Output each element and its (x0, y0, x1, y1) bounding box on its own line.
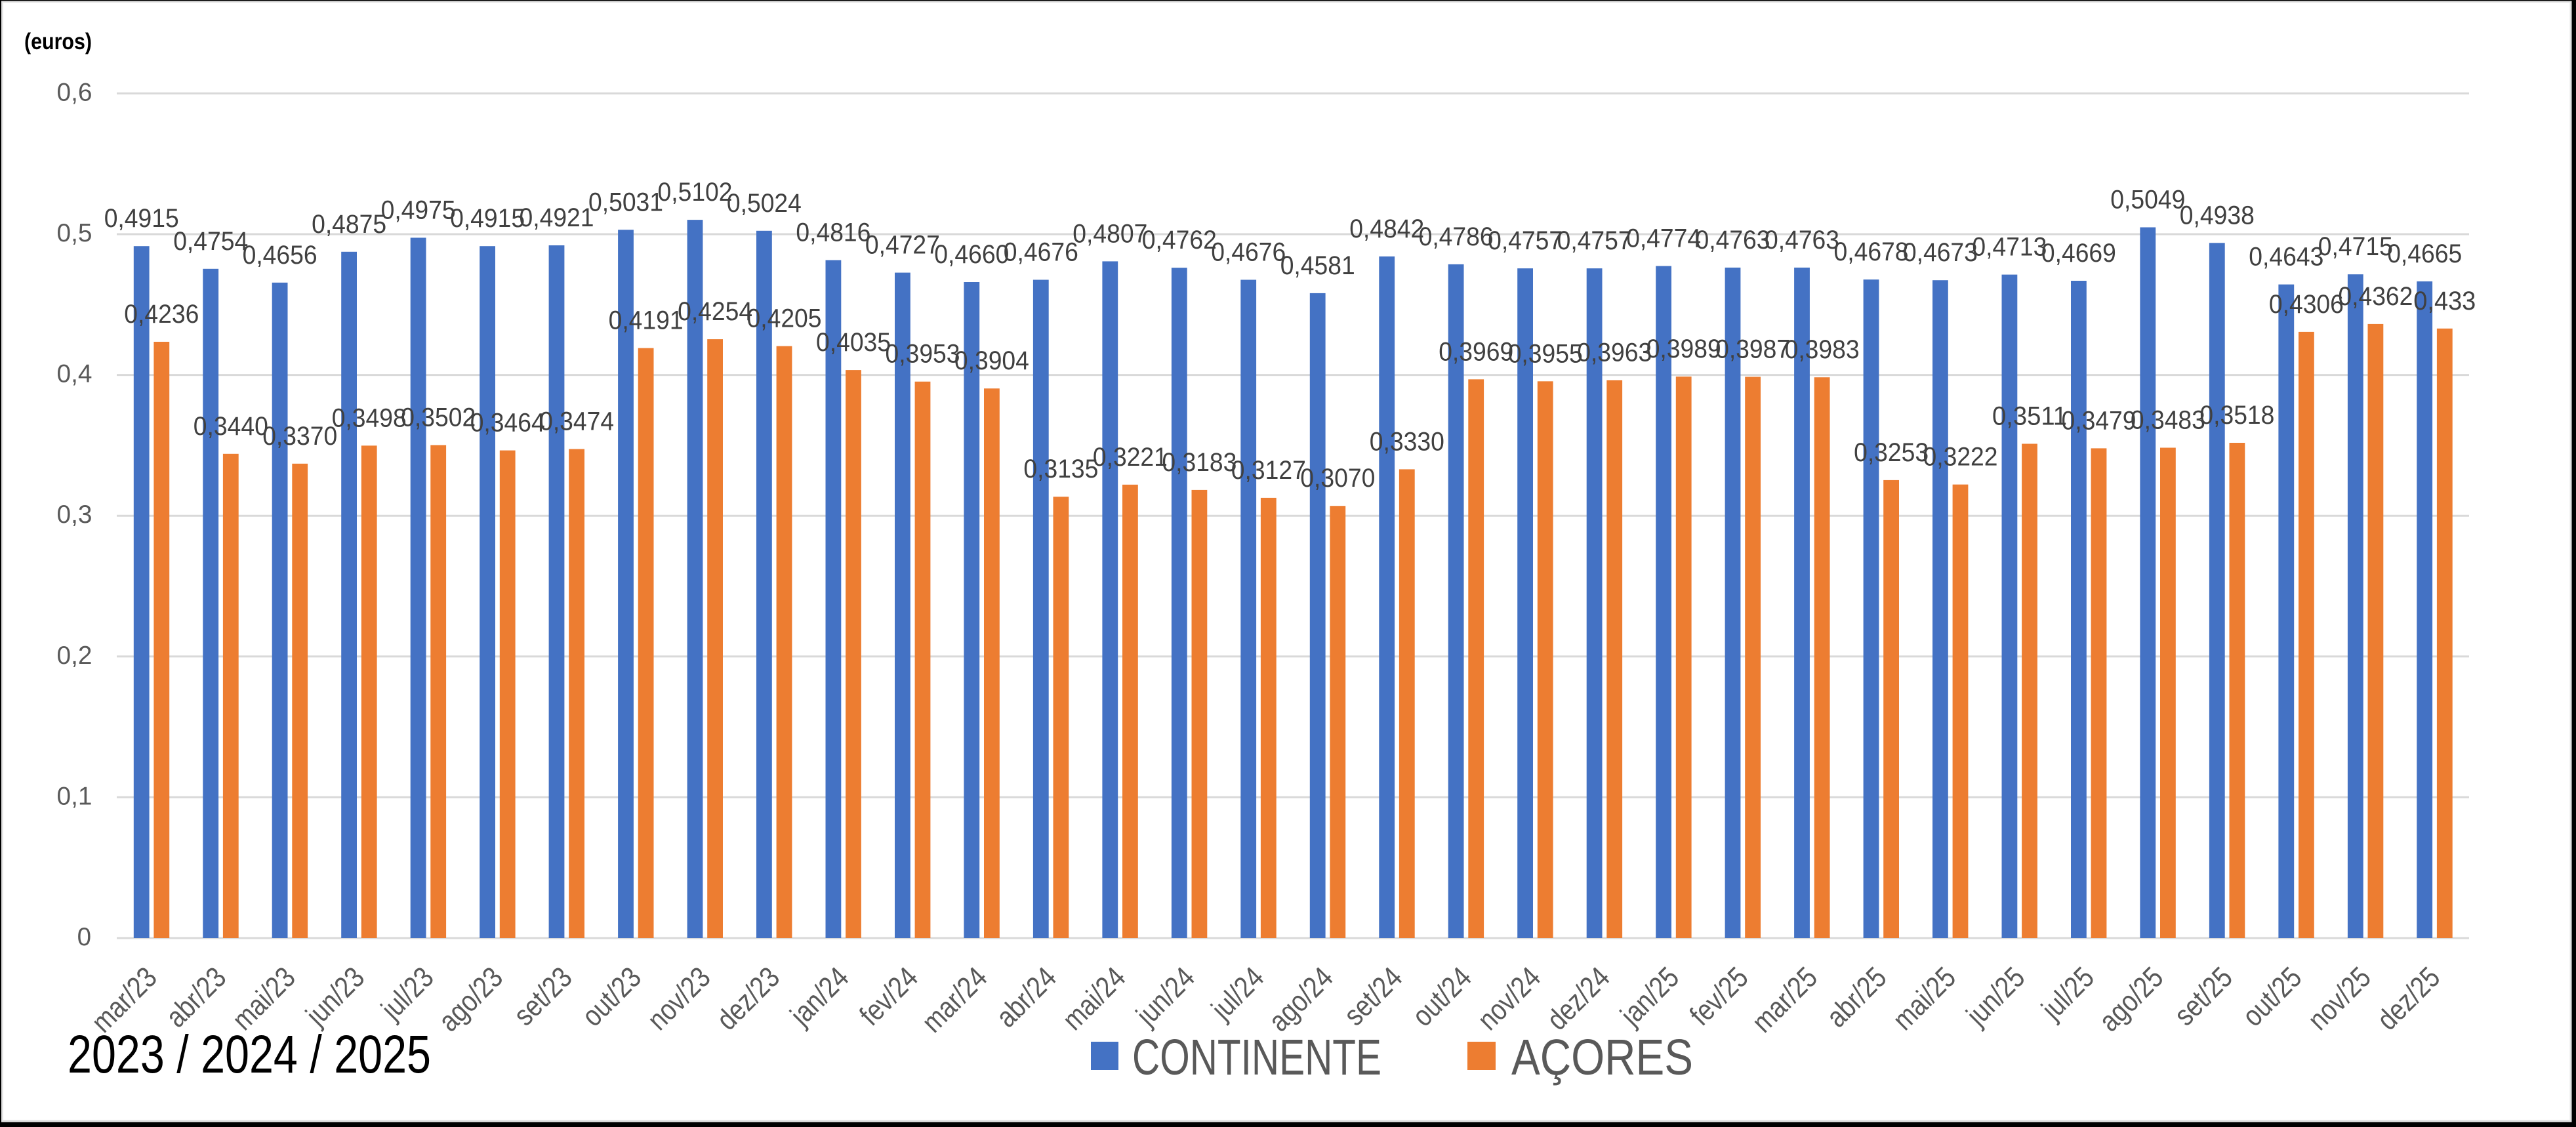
svg-text:0,4669: 0,4669 (2041, 239, 2116, 268)
svg-text:0,3989: 0,3989 (1646, 335, 1721, 363)
svg-text:0,3483: 0,3483 (2131, 406, 2205, 435)
svg-text:0,3904: 0,3904 (954, 346, 1029, 375)
svg-text:0,4581: 0,4581 (1280, 251, 1355, 280)
svg-text:0,4656: 0,4656 (243, 241, 317, 270)
svg-text:0,4754: 0,4754 (173, 227, 248, 256)
svg-text:0,4763: 0,4763 (1696, 226, 1770, 255)
svg-text:0,4715: 0,4715 (2318, 232, 2393, 261)
svg-text:0,3221: 0,3221 (1093, 443, 1168, 472)
svg-text:0,3070: 0,3070 (1300, 464, 1375, 493)
svg-text:0,4938: 0,4938 (2180, 201, 2255, 230)
svg-text:0,4727: 0,4727 (865, 231, 940, 260)
svg-text:0,2: 0,2 (57, 642, 92, 670)
svg-text:0,4757: 0,4757 (1488, 226, 1563, 255)
svg-text:0,3: 0,3 (57, 501, 92, 529)
svg-text:0,3498: 0,3498 (332, 403, 407, 432)
svg-text:0,4643: 0,4643 (2249, 243, 2323, 272)
svg-text:0,4205: 0,4205 (747, 304, 822, 333)
svg-text:0,5049: 0,5049 (2110, 186, 2185, 215)
svg-text:0,4673: 0,4673 (1903, 238, 1978, 267)
svg-text:0,3127: 0,3127 (1231, 456, 1306, 485)
svg-text:0,4762: 0,4762 (1142, 226, 1217, 255)
svg-text:0,3330: 0,3330 (1370, 427, 1444, 456)
svg-text:0,1: 0,1 (57, 782, 92, 810)
svg-text:0,4915: 0,4915 (450, 204, 525, 233)
svg-text:0,3222: 0,3222 (1923, 443, 1998, 472)
svg-text:0,4786: 0,4786 (1419, 222, 1494, 251)
svg-text:0,6: 0,6 (57, 78, 92, 106)
svg-text:0,4362: 0,4362 (2338, 282, 2413, 311)
svg-text:0,4975: 0,4975 (381, 195, 456, 224)
svg-text:0,5024: 0,5024 (727, 189, 802, 218)
svg-text:0,4757: 0,4757 (1557, 226, 1632, 255)
svg-text:0,4915: 0,4915 (104, 204, 179, 233)
svg-text:0,4306: 0,4306 (2269, 290, 2344, 319)
svg-text:0,4816: 0,4816 (796, 218, 870, 247)
svg-text:0,4774: 0,4774 (1626, 224, 1701, 253)
svg-text:0,3518: 0,3518 (2199, 401, 2274, 430)
svg-text:0,3969: 0,3969 (1439, 337, 1513, 366)
svg-text:0,3963: 0,3963 (1577, 338, 1652, 367)
svg-text:0,4676: 0,4676 (1211, 238, 1286, 267)
svg-text:0,4713: 0,4713 (1972, 233, 2047, 262)
svg-text:0,3983: 0,3983 (1785, 335, 1860, 364)
svg-text:0,4921: 0,4921 (520, 203, 594, 232)
svg-text:0,4236: 0,4236 (124, 300, 199, 329)
svg-text:0,4678: 0,4678 (1834, 237, 1909, 266)
svg-text:0,3987: 0,3987 (1715, 335, 1790, 363)
svg-text:AÇORES: AÇORES (1511, 1029, 1693, 1086)
svg-text:0,4875: 0,4875 (312, 210, 386, 239)
svg-text:0,3502: 0,3502 (401, 403, 476, 432)
svg-text:0,4842: 0,4842 (1349, 215, 1424, 243)
svg-text:2023 / 2024 / 2025: 2023 / 2024 / 2025 (68, 1025, 431, 1084)
svg-text:0,4035: 0,4035 (816, 328, 891, 357)
svg-text:0,5031: 0,5031 (588, 188, 663, 216)
svg-text:(euros): (euros) (24, 28, 92, 54)
svg-text:0: 0 (77, 923, 91, 951)
svg-text:0,3464: 0,3464 (470, 409, 545, 438)
svg-text:0,3953: 0,3953 (886, 340, 960, 369)
svg-text:0,4660: 0,4660 (934, 240, 1009, 269)
svg-text:0,5102: 0,5102 (658, 178, 733, 207)
svg-text:0,3474: 0,3474 (539, 407, 614, 436)
svg-text:0,4665: 0,4665 (2387, 239, 2462, 268)
svg-text:0,4763: 0,4763 (1765, 226, 1839, 255)
svg-text:0,3135: 0,3135 (1023, 455, 1098, 483)
svg-text:0,4676: 0,4676 (1004, 238, 1078, 267)
svg-text:0,4254: 0,4254 (678, 297, 752, 326)
svg-text:0,3253: 0,3253 (1854, 438, 1929, 467)
svg-text:0,4: 0,4 (57, 360, 92, 388)
svg-text:0,3479: 0,3479 (2062, 406, 2136, 435)
svg-text:0,3955: 0,3955 (1508, 339, 1583, 368)
svg-text:0,3370: 0,3370 (262, 422, 337, 451)
svg-text:0,4191: 0,4191 (609, 306, 684, 335)
svg-text:0,3183: 0,3183 (1162, 448, 1237, 477)
svg-text:CONTINENTE: CONTINENTE (1132, 1029, 1381, 1086)
svg-text:0,5: 0,5 (57, 219, 92, 247)
svg-text:0,4807: 0,4807 (1073, 219, 1147, 248)
svg-text:0,3440: 0,3440 (194, 412, 268, 441)
svg-text:0,433: 0,433 (2413, 287, 2476, 316)
svg-text:0,3511: 0,3511 (1992, 402, 2067, 431)
